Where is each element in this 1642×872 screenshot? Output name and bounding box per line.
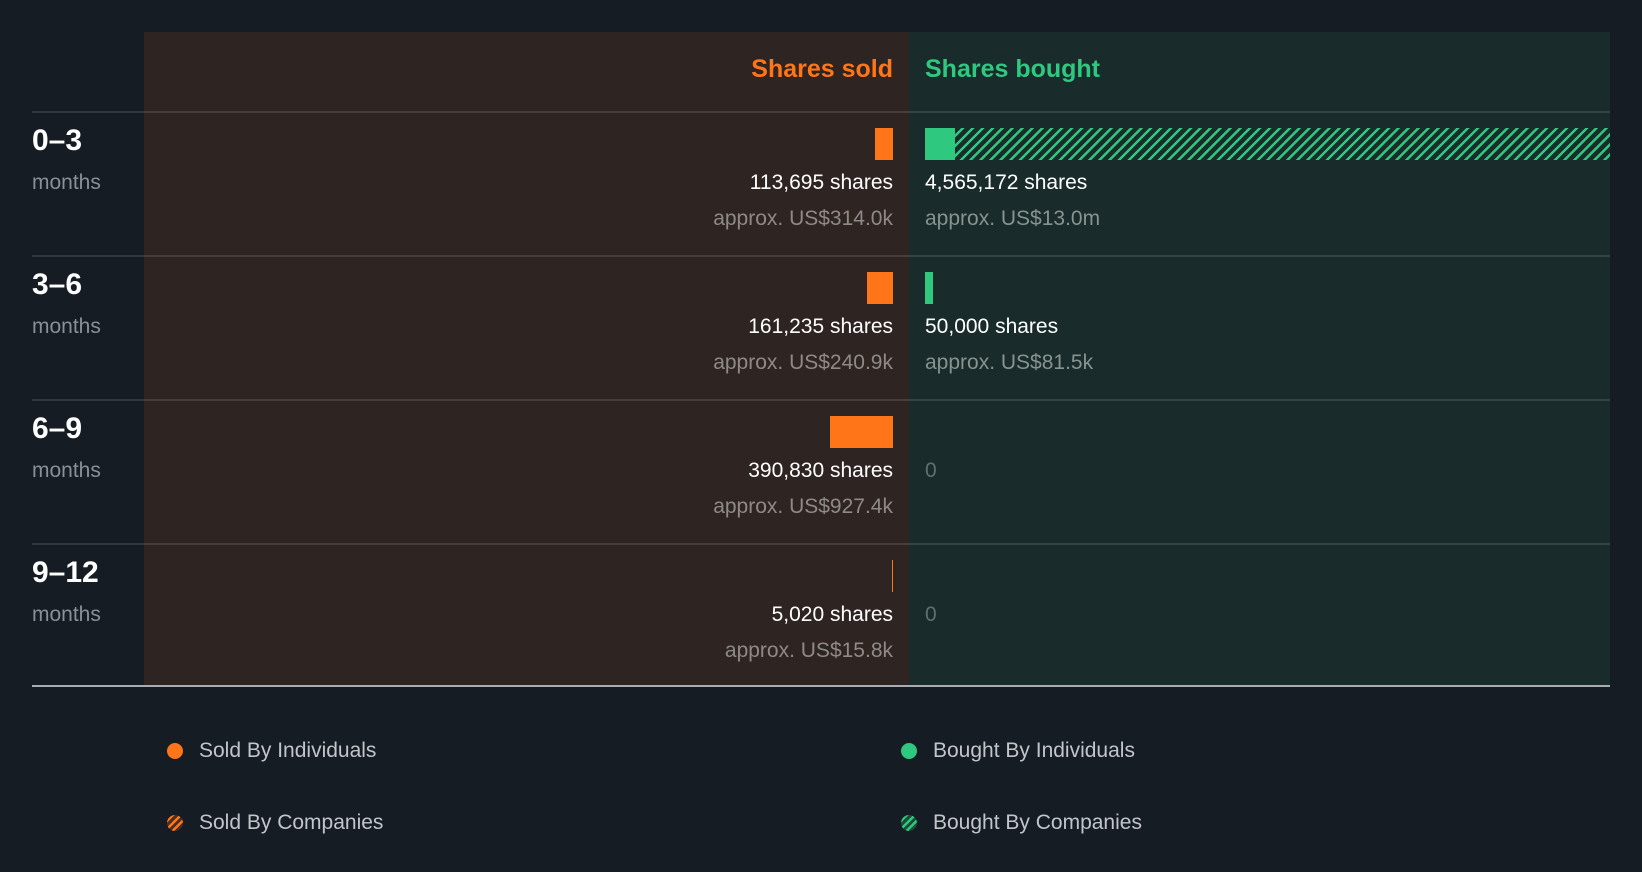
sold-usd-value: approx. US$314.0k bbox=[713, 207, 893, 230]
row-unit-label: months bbox=[32, 315, 101, 338]
legend-sold-by-companies[interactable]: Sold By Companies bbox=[167, 810, 383, 836]
sold-by-individuals-bar[interactable] bbox=[892, 560, 893, 592]
sold-by-individuals-bar[interactable] bbox=[830, 416, 893, 448]
row-0-3-months: 0–3 months 113,695 shares approx. US$314… bbox=[0, 112, 1642, 256]
row-9-12-months: 9–12 months 5,020 shares approx. US$15.8… bbox=[0, 544, 1642, 688]
legend-bought-by-companies[interactable]: Bought By Companies bbox=[901, 810, 1142, 836]
row-range-label: 0–3 bbox=[32, 124, 83, 157]
row-range-label: 3–6 bbox=[32, 268, 83, 301]
baseline-axis bbox=[32, 685, 1610, 687]
sold-shares-value: 161,235 shares bbox=[748, 315, 893, 338]
bought-shares-value: 50,000 shares bbox=[925, 315, 1059, 338]
bought-by-individuals-bar[interactable] bbox=[925, 272, 933, 304]
legend-label: Sold By Individuals bbox=[199, 739, 377, 762]
row-range-label: 6–9 bbox=[32, 412, 83, 445]
sold-by-individuals-bar[interactable] bbox=[875, 128, 893, 160]
row-divider bbox=[32, 111, 1610, 113]
sold-shares-value: 113,695 shares bbox=[749, 171, 893, 194]
sold-shares-value: 390,830 shares bbox=[748, 459, 893, 482]
row-divider bbox=[32, 543, 1610, 545]
row-unit-label: months bbox=[32, 459, 101, 482]
sold-usd-value: approx. US$927.4k bbox=[713, 495, 893, 518]
legend-label: Sold By Companies bbox=[199, 811, 384, 834]
legend-sold-by-individuals[interactable]: Sold By Individuals bbox=[167, 738, 376, 764]
solid-green-dot-icon bbox=[901, 743, 917, 759]
sold-usd-value: approx. US$240.9k bbox=[713, 351, 893, 374]
legend-label: Bought By Companies bbox=[933, 811, 1142, 834]
row-divider bbox=[32, 255, 1610, 257]
sold-usd-value: approx. US$15.8k bbox=[724, 639, 893, 662]
bought-shares-value: 0 bbox=[925, 603, 937, 626]
shares-sold-header: Shares sold bbox=[751, 55, 893, 83]
sold-panel bbox=[144, 32, 909, 686]
solid-orange-dot-icon bbox=[167, 743, 183, 759]
bought-by-individuals-bar[interactable] bbox=[925, 128, 955, 160]
row-range-label: 9–12 bbox=[32, 556, 99, 589]
hatched-green-dot-icon bbox=[901, 815, 917, 831]
legend-bought-by-individuals[interactable]: Bought By Individuals bbox=[901, 738, 1135, 764]
row-divider bbox=[32, 399, 1610, 401]
bought-usd-value: approx. US$81.5k bbox=[925, 351, 1094, 374]
row-3-6-months: 3–6 months 161,235 shares approx. US$240… bbox=[0, 256, 1642, 400]
bought-usd-value: approx. US$13.0m bbox=[925, 207, 1101, 230]
legend-label: Bought By Individuals bbox=[933, 739, 1135, 762]
sold-shares-value: 5,020 shares bbox=[771, 603, 893, 626]
row-6-9-months: 6–9 months 390,830 shares approx. US$927… bbox=[0, 400, 1642, 544]
bought-shares-value: 4,565,172 shares bbox=[925, 171, 1088, 194]
bought-by-companies-bar[interactable] bbox=[955, 128, 1610, 160]
shares-bought-header: Shares bought bbox=[925, 55, 1101, 83]
hatched-orange-dot-icon bbox=[167, 815, 183, 831]
bought-shares-value: 0 bbox=[925, 459, 937, 482]
sold-by-individuals-bar[interactable] bbox=[867, 272, 893, 304]
row-unit-label: months bbox=[32, 603, 101, 626]
row-unit-label: months bbox=[32, 171, 101, 194]
